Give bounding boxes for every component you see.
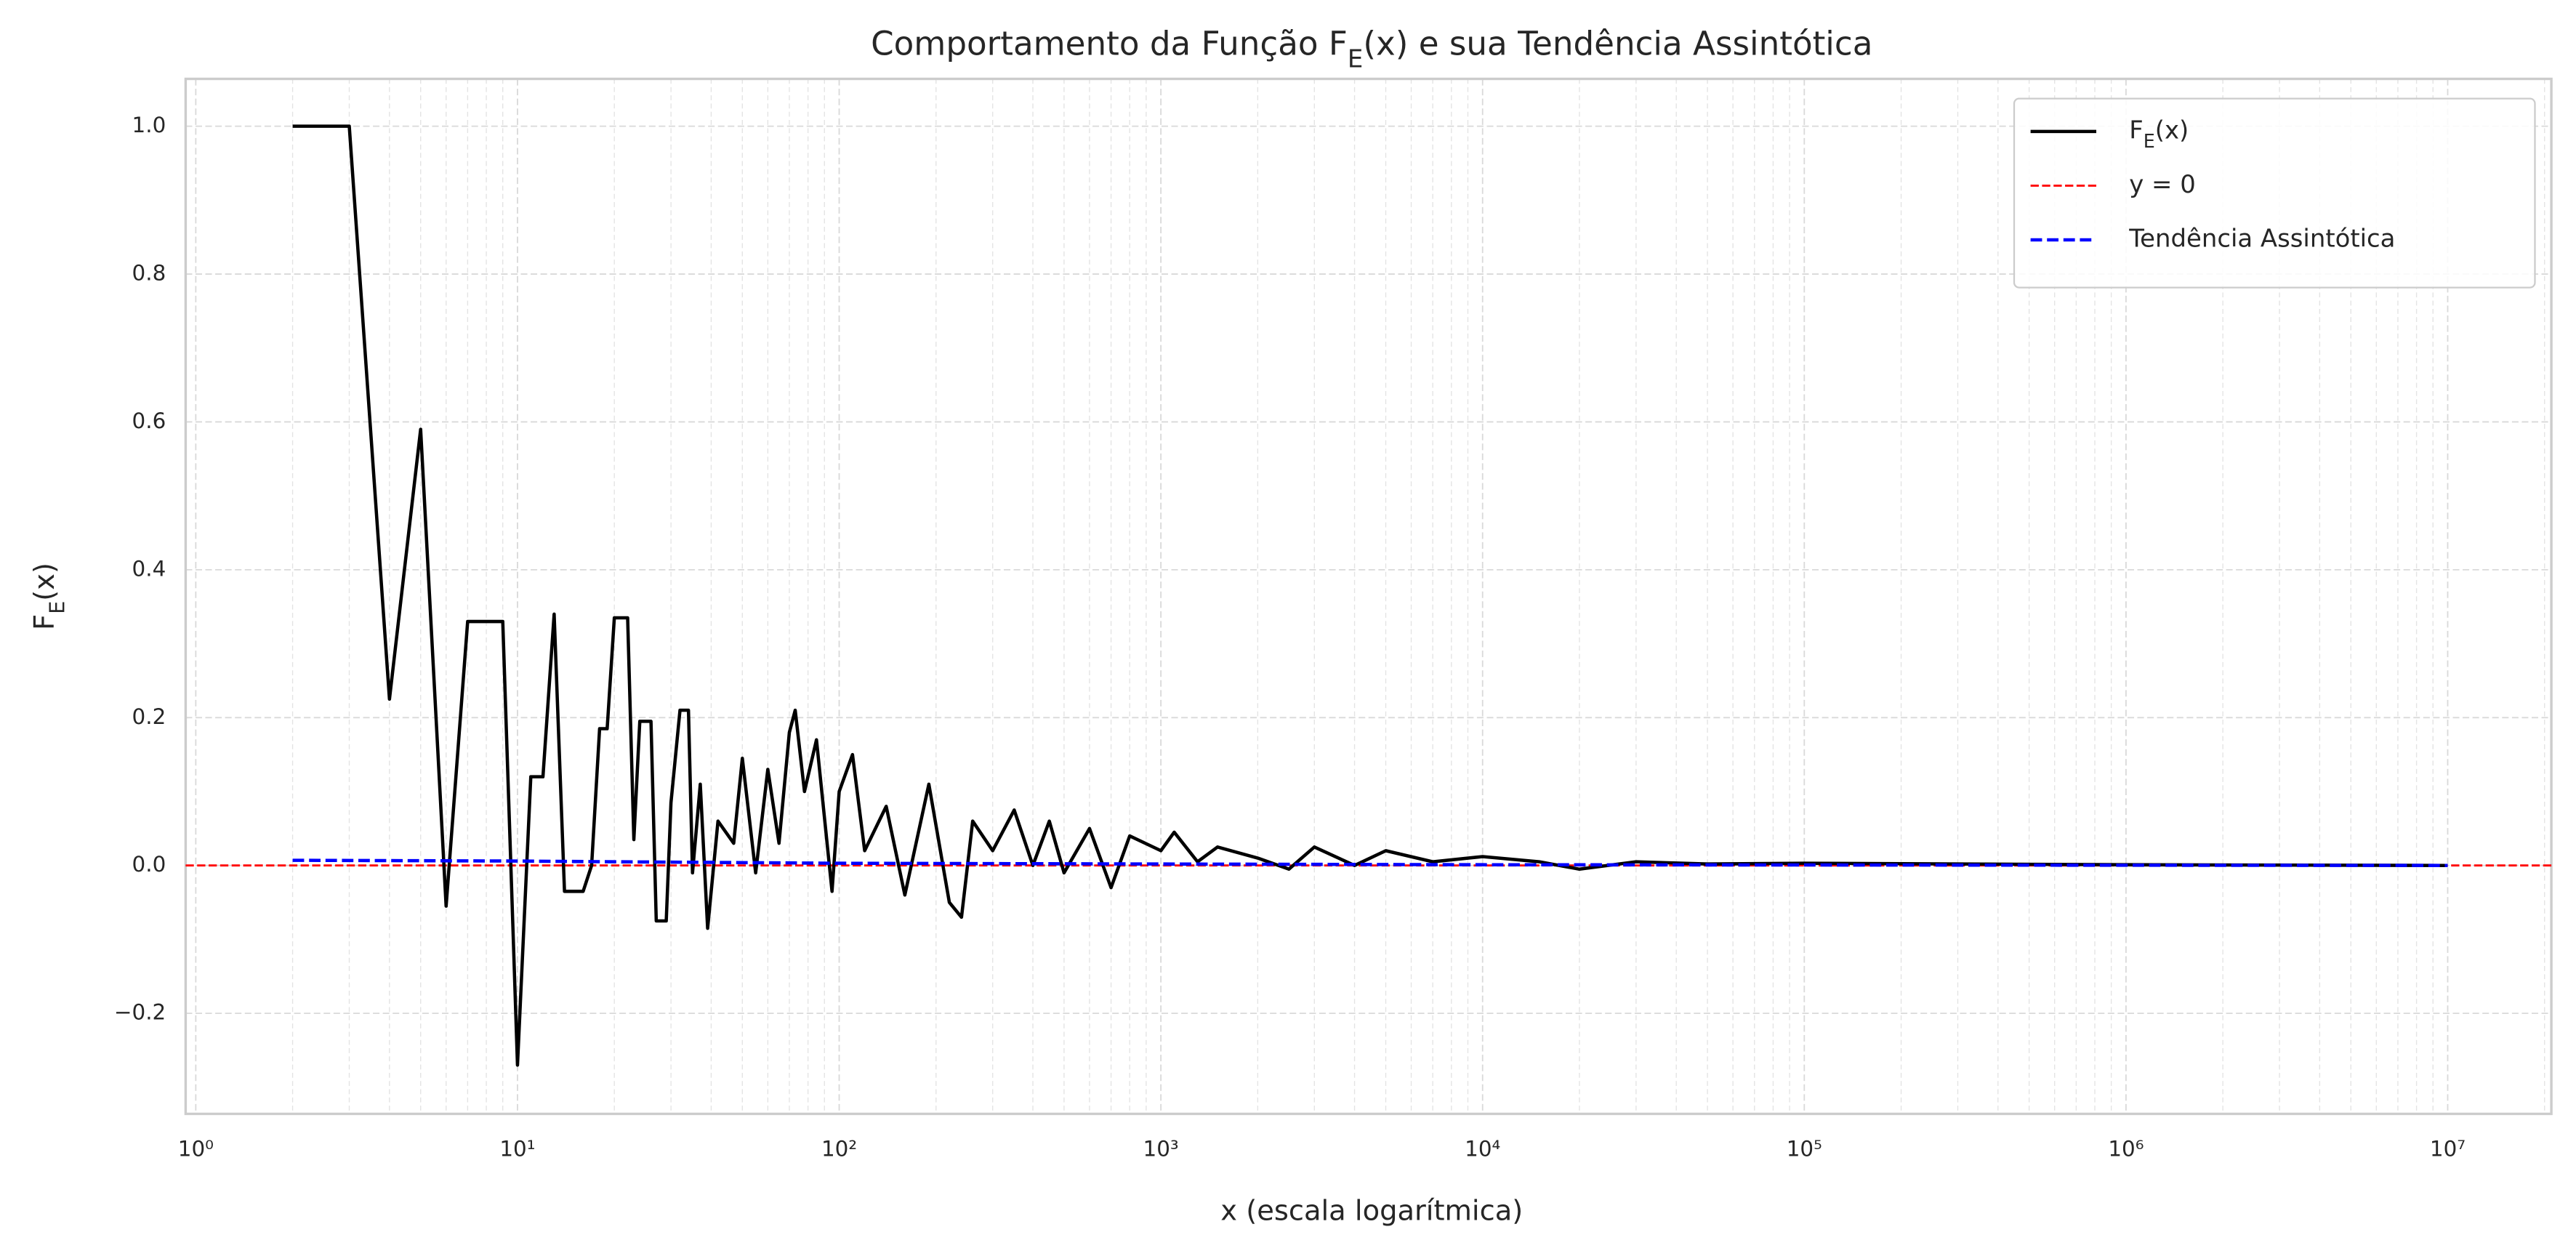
- y-tick-label: 1.0: [132, 113, 166, 137]
- x-tick-label: 10⁴: [1465, 1137, 1500, 1162]
- y-tick-label: 0.4: [132, 556, 166, 581]
- y-tick-label: −0.2: [114, 1000, 166, 1025]
- x-axis-label: x (escala logarítmica): [1220, 1195, 1523, 1228]
- y-tick-label: 0.8: [132, 261, 166, 286]
- x-tick-label: 10²: [821, 1137, 857, 1162]
- y-tick-label: 0.6: [132, 408, 166, 433]
- x-tick-label: 10⁰: [178, 1137, 214, 1162]
- legend-label: y = 0: [2129, 170, 2196, 198]
- legend-label: Tendência Assintótica: [2128, 225, 2395, 253]
- legend-box: [2013, 97, 2536, 289]
- x-tick-label: 10¹: [499, 1137, 535, 1162]
- y-tick-label: 0.2: [132, 704, 166, 729]
- x-tick-label: 10⁶: [2108, 1137, 2144, 1162]
- x-tick-label: 10⁵: [1787, 1137, 1822, 1162]
- x-tick-label: 10⁷: [2430, 1137, 2466, 1162]
- x-tick-label: 10³: [1143, 1137, 1179, 1162]
- y-tick-label: 0.0: [132, 852, 166, 877]
- plot-frame: [184, 77, 2553, 1116]
- data-line: [292, 858, 2448, 867]
